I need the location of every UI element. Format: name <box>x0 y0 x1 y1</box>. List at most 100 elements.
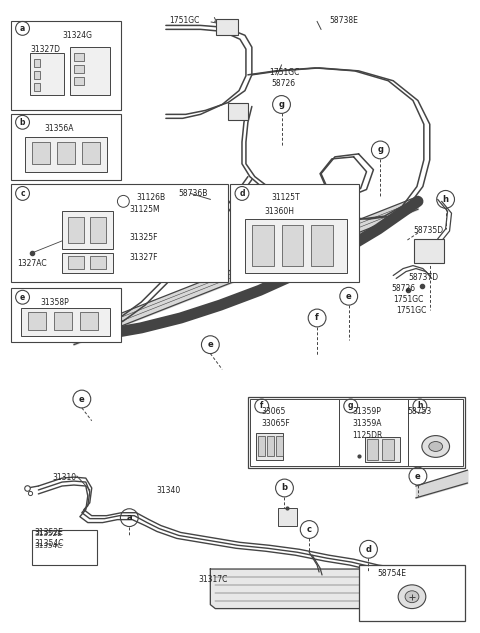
Text: 58735D: 58735D <box>413 226 443 235</box>
Bar <box>256 432 284 460</box>
Bar <box>311 225 333 266</box>
Bar <box>74 53 84 61</box>
Bar <box>35 71 40 78</box>
Bar <box>367 439 378 460</box>
Bar <box>90 256 106 268</box>
Text: 31324G: 31324G <box>62 32 92 41</box>
Text: 31327F: 31327F <box>129 253 158 262</box>
Bar <box>408 399 463 467</box>
Text: 1125DR: 1125DR <box>353 430 383 440</box>
Text: c: c <box>307 525 312 534</box>
Bar <box>383 439 394 460</box>
Text: 58737D: 58737D <box>408 273 438 282</box>
Text: h: h <box>443 195 449 204</box>
Bar <box>250 399 339 467</box>
Bar <box>11 22 121 110</box>
Text: 31352E: 31352E <box>35 527 63 537</box>
Text: 31359P: 31359P <box>353 407 382 416</box>
Bar <box>281 225 303 266</box>
Bar <box>28 312 46 330</box>
Bar <box>248 397 466 468</box>
Bar <box>11 288 121 342</box>
Text: 31125T: 31125T <box>272 194 300 203</box>
Text: 31352E: 31352E <box>35 532 62 537</box>
Bar <box>68 217 84 243</box>
Text: g: g <box>278 100 285 109</box>
Text: 31359A: 31359A <box>353 419 382 428</box>
Bar <box>62 211 113 249</box>
Text: 31356A: 31356A <box>44 124 74 134</box>
Bar <box>216 20 238 35</box>
Bar <box>70 47 109 94</box>
Text: 31340: 31340 <box>156 486 180 495</box>
Text: 58736B: 58736B <box>179 189 208 199</box>
Text: b: b <box>281 484 288 492</box>
Bar <box>11 184 228 282</box>
Bar <box>11 115 121 180</box>
Text: 33065F: 33065F <box>262 419 290 428</box>
Bar <box>277 508 297 525</box>
Text: d: d <box>239 189 245 198</box>
Text: 31354C: 31354C <box>35 539 64 548</box>
Bar <box>54 312 72 330</box>
Text: 58726: 58726 <box>272 78 296 88</box>
Ellipse shape <box>398 585 426 608</box>
Text: g: g <box>348 401 353 410</box>
Bar <box>74 77 84 85</box>
Ellipse shape <box>422 436 450 458</box>
Text: 31125M: 31125M <box>129 205 160 215</box>
Text: 1751GC: 1751GC <box>270 68 300 77</box>
Bar <box>74 65 84 73</box>
Text: e: e <box>20 292 25 302</box>
Bar <box>80 312 97 330</box>
Ellipse shape <box>405 591 419 603</box>
Bar <box>252 225 274 266</box>
Text: 31317C: 31317C <box>199 575 228 584</box>
Text: 58726: 58726 <box>391 284 415 293</box>
Bar <box>21 308 109 335</box>
Bar <box>68 256 84 268</box>
Text: 1751GC: 1751GC <box>393 295 423 304</box>
Bar <box>414 239 444 263</box>
Text: a: a <box>127 513 132 522</box>
Text: f: f <box>315 313 319 322</box>
Bar <box>90 217 106 243</box>
Text: 33065: 33065 <box>262 407 286 416</box>
Bar <box>339 399 408 467</box>
Text: 58738E: 58738E <box>329 16 358 25</box>
Bar <box>230 184 359 282</box>
Text: b: b <box>20 118 25 127</box>
Bar <box>245 219 347 273</box>
Text: 31354C: 31354C <box>35 543 62 549</box>
Text: e: e <box>79 394 85 403</box>
Text: a: a <box>20 24 25 33</box>
Text: h: h <box>417 401 423 410</box>
Bar <box>33 530 96 565</box>
Text: 31360H: 31360H <box>264 207 295 216</box>
Bar <box>82 142 100 164</box>
Bar <box>228 103 248 120</box>
Bar <box>24 137 107 172</box>
Bar <box>30 53 64 94</box>
Bar <box>267 436 274 456</box>
Text: 1327AC: 1327AC <box>18 259 47 268</box>
Bar <box>258 436 264 456</box>
Text: 1751GC: 1751GC <box>169 16 199 25</box>
Text: 31310: 31310 <box>52 473 76 482</box>
Bar <box>276 436 283 456</box>
Bar <box>359 565 466 622</box>
Bar <box>35 59 40 67</box>
Text: 31358P: 31358P <box>40 298 69 307</box>
Text: 58753: 58753 <box>408 407 432 416</box>
Ellipse shape <box>429 442 443 451</box>
Text: c: c <box>20 189 25 198</box>
Text: e: e <box>415 472 421 480</box>
Polygon shape <box>210 569 438 608</box>
Text: 31327D: 31327D <box>30 45 60 54</box>
Bar <box>33 142 50 164</box>
Bar <box>35 83 40 91</box>
Text: g: g <box>377 146 384 154</box>
Text: 31325F: 31325F <box>129 233 158 242</box>
Bar <box>364 437 400 462</box>
Text: 58754E: 58754E <box>378 569 407 578</box>
